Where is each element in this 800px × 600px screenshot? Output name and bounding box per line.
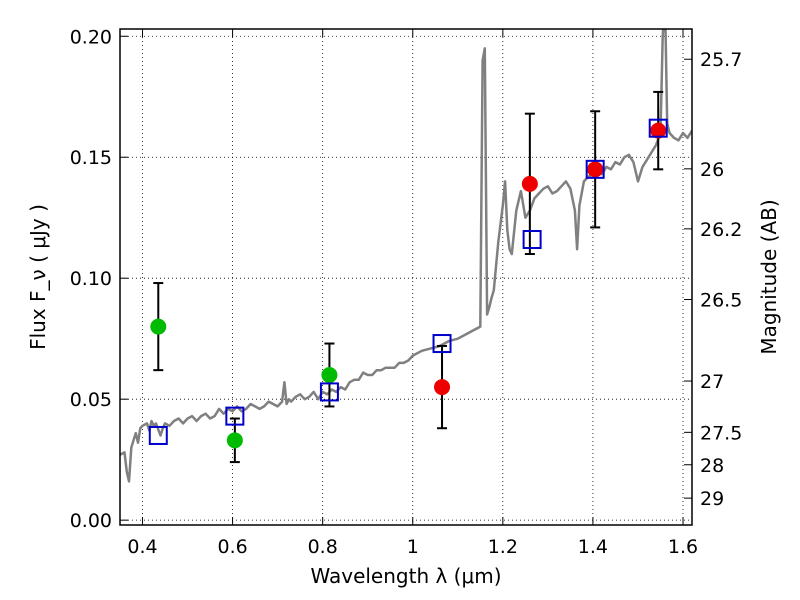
model-flux-square: [319, 382, 339, 402]
x-tick-label: 0.8: [308, 536, 338, 558]
y-axis-label: Flux F_ν ( μJy ): [26, 204, 50, 350]
mag-tick-label: 27: [700, 371, 724, 393]
mag-tick-label: 26: [700, 159, 724, 181]
mag-tick-label: 25.7: [700, 49, 742, 71]
model-flux-square: [225, 406, 245, 426]
mag-tick-label: 29: [700, 488, 724, 510]
model-flux-square: [432, 334, 452, 354]
x-tick-label: 0.6: [217, 536, 247, 558]
model-flux-square: [522, 229, 542, 249]
ticks-layer: 0.4 0.6 0.8 1 1.2 1.4 1.6 0.00 0.05 0.10 0.15 0.20 2…: [70, 26, 743, 558]
nir-flux-point: [587, 161, 604, 178]
y-tick-label: 0.00: [70, 510, 112, 532]
x-tick-label: 1.6: [668, 536, 698, 558]
optical-flux-point: [150, 318, 167, 335]
optical-flux-point: [321, 366, 338, 383]
model-spectrum-line: [120, 29, 692, 483]
nir-flux-point: [434, 379, 451, 396]
model-spectrum-layer: [120, 29, 692, 483]
x-tick-label: 1.2: [488, 536, 518, 558]
mag-tick-label: 28: [700, 455, 724, 477]
model-flux-square: [585, 159, 605, 179]
nir-flux-point: [650, 122, 667, 139]
y-tick-label: 0.05: [70, 389, 112, 411]
mag-tick-label: 27.5: [700, 422, 742, 444]
x-tick-label: 1: [407, 536, 419, 558]
nir-flux-point: [521, 175, 538, 192]
model-flux-square: [148, 425, 168, 445]
y-tick-label: 0.20: [70, 26, 112, 48]
grid-layer: [120, 29, 692, 525]
data-points-layer: [148, 90, 668, 464]
mag-tick-label: 26.5: [700, 290, 742, 312]
x-tick-label: 1.4: [578, 536, 608, 558]
model-flux-square: [648, 118, 668, 138]
mag-tick-label: 26.2: [700, 219, 742, 241]
x-tick-label: 0.4: [127, 536, 157, 558]
plot-frame: [119, 28, 693, 526]
x-axis-label: Wavelength λ (μm): [310, 564, 501, 588]
y-tick-label: 0.10: [70, 268, 112, 290]
y-tick-label: 0.15: [70, 147, 112, 169]
y-axis-right-label: Magnitude (AB): [757, 199, 781, 354]
optical-flux-point: [226, 432, 243, 449]
